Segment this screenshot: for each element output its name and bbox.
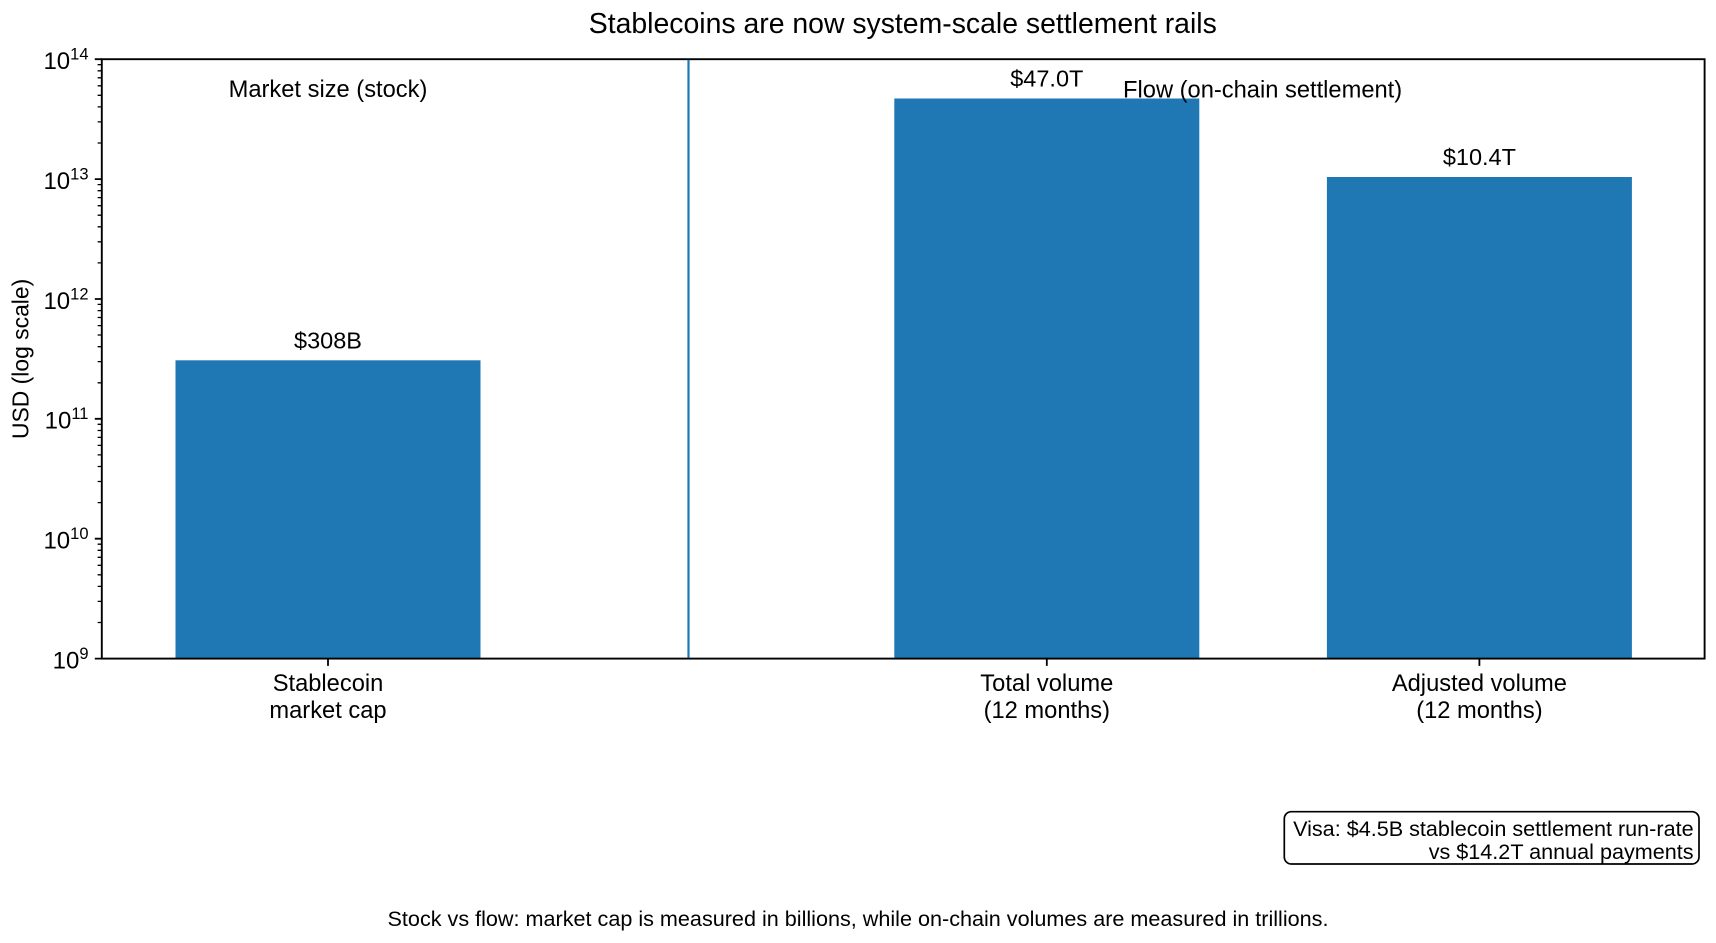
svg-text:$47.0T: $47.0T: [1010, 66, 1083, 92]
svg-text:Visa: $4.5B stablecoin settlem: Visa: $4.5B stablecoin settlement run-ra…: [1293, 816, 1694, 841]
svg-text:(12 months): (12 months): [984, 698, 1110, 724]
svg-text:Stablecoins are now system-sca: Stablecoins are now system-scale settlem…: [589, 8, 1217, 40]
svg-text:market cap: market cap: [269, 698, 386, 724]
svg-text:$10.4T: $10.4T: [1443, 144, 1516, 170]
svg-text:1013: 1013: [43, 165, 88, 195]
svg-text:Stablecoin: Stablecoin: [273, 671, 384, 697]
svg-text:Stock vs flow: market cap is m: Stock vs flow: market cap is measured in…: [388, 906, 1329, 931]
svg-text:Total volume: Total volume: [980, 671, 1113, 697]
svg-text:USD (log scale): USD (log scale): [8, 279, 34, 439]
svg-text:Flow (on-chain settlement): Flow (on-chain settlement): [1123, 77, 1402, 103]
svg-text:Adjusted volume: Adjusted volume: [1392, 671, 1567, 697]
svg-text:1011: 1011: [45, 405, 89, 435]
svg-text:vs $14.2T annual payments: vs $14.2T annual payments: [1429, 839, 1694, 864]
svg-text:1014: 1014: [43, 46, 88, 76]
svg-text:$308B: $308B: [294, 327, 362, 353]
svg-text:Market size (stock): Market size (stock): [229, 77, 428, 103]
svg-text:(12 months): (12 months): [1416, 698, 1542, 724]
svg-text:1010: 1010: [43, 525, 88, 555]
svg-text:109: 109: [53, 645, 89, 675]
svg-text:1012: 1012: [43, 285, 88, 315]
